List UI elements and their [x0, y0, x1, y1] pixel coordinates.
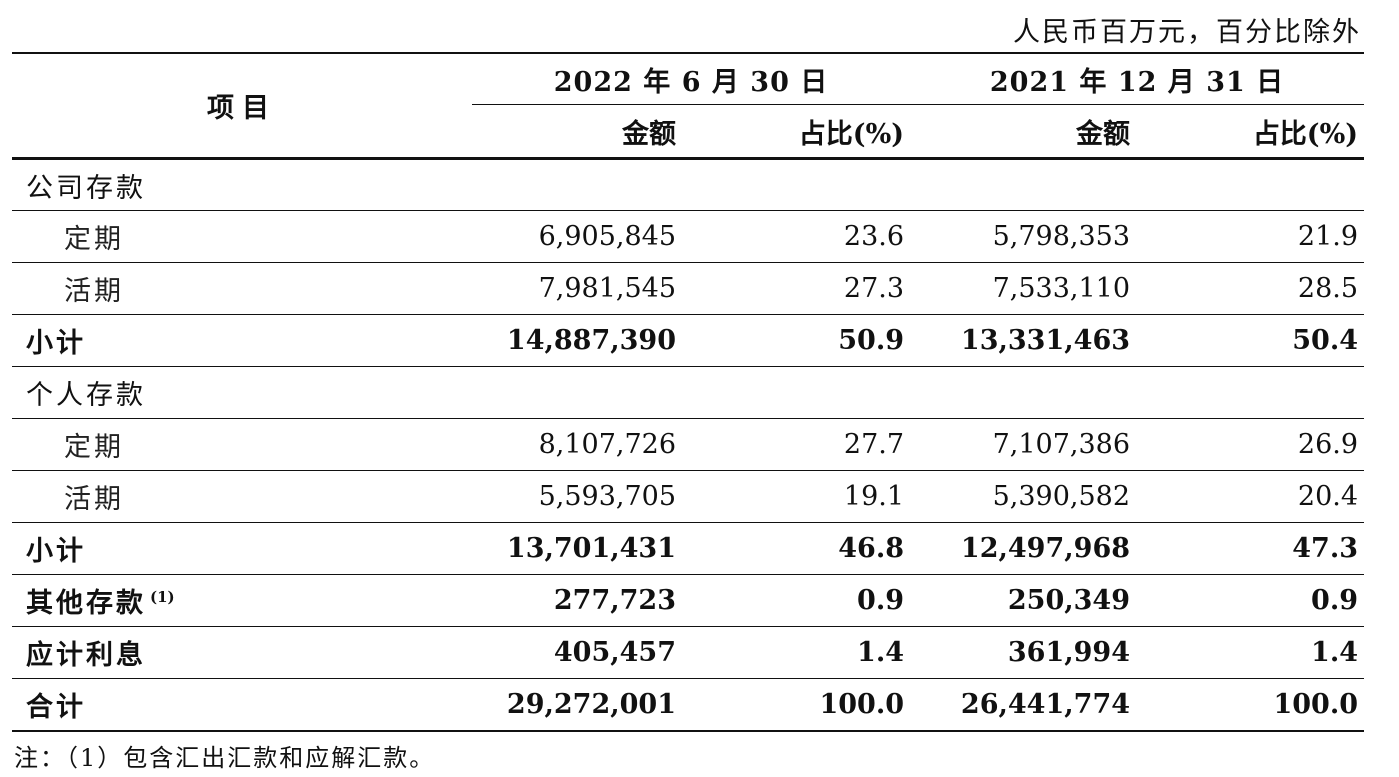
row-total: 合计 29,272,001 100.0 26,441,774 100.0 [12, 679, 1365, 731]
row-label-text: 其他存款 [26, 588, 146, 619]
ratio-2022: 46.8 [838, 533, 905, 564]
row-other-deposits: 其他存款 (1) 277,723 0.9 250,349 0.9 [12, 575, 1365, 627]
period-header-2021-12-31: 2021 年 12 月 31 日 [910, 53, 1365, 105]
row-accrued-interest: 应计利息 405,457 1.4 361,994 1.4 [12, 627, 1365, 679]
row-corporate-time: 定期 6,905,845 23.6 5,798,353 21.9 [12, 211, 1365, 263]
amount-2022 [472, 159, 682, 211]
row-corporate-demand: 活期 7,981,545 27.3 7,533,110 28.5 [12, 263, 1365, 315]
ratio-2021: 1.4 [1311, 637, 1359, 668]
amount-2021: 7,533,110 [992, 273, 1131, 304]
ratio-2021: 28.5 [1297, 273, 1359, 304]
ratio-2021: 20.4 [1297, 481, 1359, 512]
ratio-2022: 100.0 [819, 688, 905, 720]
ratio-2021: 21.9 [1297, 221, 1359, 252]
header-row-periods: 项目 2022 年 6 月 30 日 2021 年 12 月 31 日 [12, 53, 1365, 124]
amount-2021: 12,497,968 [960, 533, 1131, 564]
ratio-header-2022: 占比(%) [798, 118, 905, 150]
ratio-2021 [1136, 159, 1364, 211]
footnote-mark: (1) [150, 588, 175, 606]
ratio-2022: 0.9 [857, 585, 905, 616]
amount-2021: 5,390,582 [992, 481, 1131, 512]
row-label: 其他存款 (1) [12, 575, 472, 627]
amount-2022: 13,701,431 [506, 533, 676, 564]
ratio-2022: 23.6 [843, 221, 905, 252]
amount-2022: 7,981,545 [538, 273, 676, 304]
deposit-table: 项目 2022 年 6 月 30 日 2021 年 12 月 31 日 金额 占… [12, 52, 1365, 732]
period-header-2022-06-30: 2022 年 6 月 30 日 [472, 53, 911, 105]
ratio-2022: 27.3 [843, 273, 905, 304]
ratio-2021: 26.9 [1297, 429, 1359, 460]
amount-2022: 29,272,001 [506, 688, 676, 720]
row-personal-subtotal: 小计 13,701,431 46.8 12,497,968 47.3 [12, 523, 1365, 575]
amount-2022: 6,905,845 [538, 221, 676, 252]
amount-2021: 361,994 [1007, 637, 1131, 668]
amount-2022: 5,593,705 [538, 481, 676, 512]
row-corporate-deposits: 公司存款 [12, 159, 1365, 211]
ratio-2022: 50.9 [838, 325, 905, 356]
ratio-2021: 0.9 [1311, 585, 1359, 616]
amount-2021 [910, 367, 1136, 419]
row-label: 定期 [64, 432, 124, 463]
row-label: 合计 [26, 691, 86, 723]
row-label: 定期 [64, 224, 124, 255]
row-personal-deposits: 个人存款 [12, 367, 1365, 419]
row-label: 活期 [64, 484, 124, 515]
row-personal-time: 定期 8,107,726 27.7 7,107,386 26.9 [12, 419, 1365, 471]
amount-2021: 5,798,353 [992, 221, 1131, 252]
header-row-columns: 金额 占比(%) 金额 占比(%) [12, 105, 1365, 159]
ratio-2021: 47.3 [1292, 533, 1359, 564]
amount-2021: 13,331,463 [960, 325, 1131, 356]
amount-header-2022: 金额 [622, 118, 676, 150]
row-label: 活期 [64, 276, 124, 307]
ratio-2021: 50.4 [1292, 325, 1359, 356]
footnote: 注：（1）包含汇出汇款和应解汇款。 [14, 744, 436, 772]
ratio-2021: 100.0 [1273, 688, 1359, 720]
ratio-2022 [682, 367, 910, 419]
row-label: 公司存款 [26, 172, 146, 204]
row-label: 应计利息 [26, 640, 146, 671]
amount-2021: 7,107,386 [992, 429, 1131, 460]
item-column-header: 项目 [207, 93, 277, 124]
ratio-2022: 19.1 [843, 481, 905, 512]
amount-2022 [472, 367, 682, 419]
ratio-header-2021: 占比(%) [1252, 118, 1359, 150]
ratio-2021 [1136, 367, 1364, 419]
ratio-2022 [682, 159, 910, 211]
row-corporate-subtotal: 小计 14,887,390 50.9 13,331,463 50.4 [12, 315, 1365, 367]
row-label: 小计 [26, 536, 86, 567]
row-label: 小计 [26, 328, 86, 359]
amount-2022: 8,107,726 [538, 429, 676, 460]
amount-2021: 26,441,774 [960, 688, 1131, 720]
amount-2022: 405,457 [553, 637, 676, 668]
ratio-2022: 1.4 [857, 637, 905, 668]
amount-2021 [910, 159, 1136, 211]
amount-2022: 277,723 [553, 585, 676, 616]
row-label: 个人存款 [26, 380, 146, 411]
amount-header-2021: 金额 [1076, 118, 1131, 150]
ratio-2022: 27.7 [843, 429, 905, 460]
amount-2021: 250,349 [1007, 585, 1131, 616]
amount-2022: 14,887,390 [506, 325, 676, 356]
unit-note: 人民币百万元，百分比除外 [1013, 17, 1361, 48]
row-personal-demand: 活期 5,593,705 19.1 5,390,582 20.4 [12, 471, 1365, 523]
